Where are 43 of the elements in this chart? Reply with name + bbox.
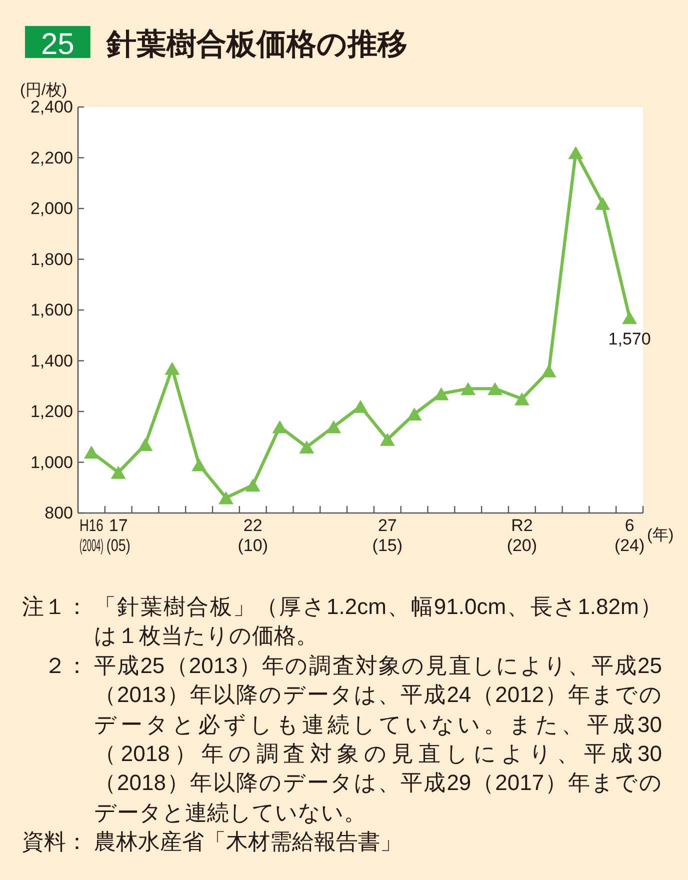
point <box>380 432 395 446</box>
x-tick-label: 17 (05) <box>106 516 130 556</box>
point <box>460 382 476 396</box>
point <box>326 420 342 434</box>
point <box>110 466 126 479</box>
x-tick-label: 22 (10) <box>238 516 268 555</box>
point <box>299 440 314 454</box>
point <box>541 364 556 378</box>
y-tick-label: 1,000 <box>30 452 73 472</box>
point <box>406 408 422 421</box>
point <box>272 420 288 434</box>
y-tick-label: 800 <box>44 504 73 522</box>
y-tick-label: 2,000 <box>30 199 73 218</box>
point <box>164 362 180 375</box>
point <box>514 392 530 406</box>
x-tick-label: R2 (20) <box>506 516 538 555</box>
chart-title: 25 針葉樹合板価格の推移 <box>41 28 408 61</box>
point <box>488 382 503 396</box>
x-tick-label: 27 (15) <box>372 516 403 555</box>
point <box>595 196 610 210</box>
x-axis-title: (年) <box>647 527 674 544</box>
x-tick-label: H16 (2004) <box>80 516 104 555</box>
point <box>353 400 368 413</box>
point <box>218 491 234 504</box>
y-tick-label: 2,200 <box>30 148 73 168</box>
point <box>138 438 153 451</box>
point <box>622 311 638 324</box>
point <box>434 387 449 400</box>
point <box>568 146 584 160</box>
y-axis-title: (円/枚) <box>20 82 68 99</box>
point <box>84 446 99 459</box>
y-tick-label: 2,400 <box>30 98 73 116</box>
point <box>192 458 207 472</box>
point <box>245 478 260 492</box>
y-tick-label: 1,200 <box>30 402 73 421</box>
y-tick-label: 1,600 <box>30 300 73 320</box>
y-tick-label: 1,800 <box>30 250 73 269</box>
text: 資料：農林水産省「木材需給報告書」 <box>22 828 403 856</box>
text: ２：平成25（2013）年の調査対象の見直しにより、平成25（2013）年以降のデータは、平成24（2012）年までのデータと必ずしも連続していない。また、平成30（2018）年の調査対象の見直しにより、平成30（2018）年以降のデータは、平成29（2017）年までのデータと連続していない。 <box>43 652 662 827</box>
data-label: 1,570 <box>608 330 651 349</box>
y-tick-label: 1,400 <box>30 351 73 370</box>
text: 注１：「針葉樹合板」（厚さ1.2cm、幅91.0cm、長さ1.82m）は１枚当たりの価格。 <box>22 593 662 650</box>
x-tick-label: 6 (24) <box>614 516 645 555</box>
